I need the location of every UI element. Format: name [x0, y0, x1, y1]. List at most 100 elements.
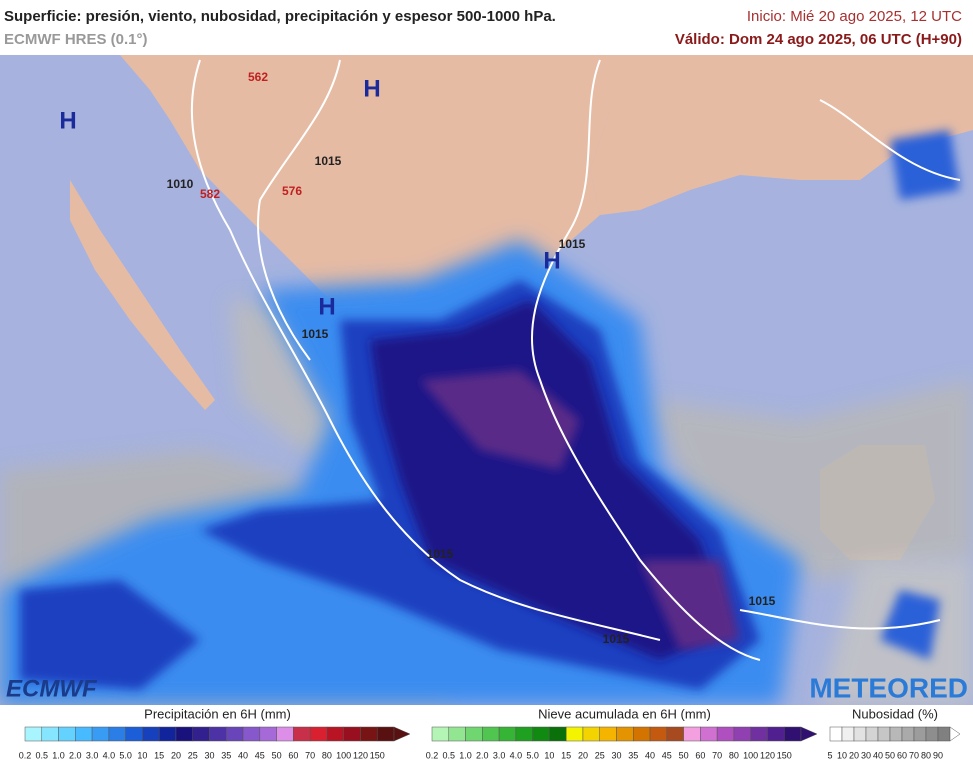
model: ECMWF HRES (0.1°)	[4, 31, 148, 48]
legend-label: 90	[933, 750, 943, 760]
meteored-logo: METEORED	[809, 672, 968, 703]
legend-label: 35	[221, 750, 231, 760]
contour-label: 562	[248, 70, 268, 84]
start-time: Inicio: Mié 20 ago 2025, 12 UTC	[747, 8, 962, 25]
legend-title: Nieve acumulada en 6H (mm)	[538, 706, 711, 721]
legend-swatch	[549, 726, 567, 742]
legend-swatch	[783, 726, 802, 742]
legend-label: 35	[628, 750, 638, 760]
legend-arrow	[800, 726, 818, 742]
legends: Precipitación en 6H (mm)0.2 0.5 1.0 2.0 3.0 4…	[19, 706, 961, 760]
legend-label: 10	[837, 750, 847, 760]
legend-swatch	[58, 726, 76, 742]
legend-swatch	[326, 726, 344, 742]
legend-swatch	[889, 726, 903, 742]
legend-label: 1.0	[52, 750, 65, 760]
legend-swatch	[259, 726, 277, 742]
legend-label: 70	[712, 750, 722, 760]
legend-label: 150	[370, 750, 385, 760]
contour-label: 1015	[315, 154, 342, 168]
legend-swatch	[877, 726, 891, 742]
precipitation	[0, 130, 960, 705]
legend-label: 1.0	[459, 750, 472, 760]
legend-swatch	[343, 726, 361, 742]
legend-label: 40	[645, 750, 655, 760]
legend-label: 80	[729, 750, 739, 760]
legend-swatch	[142, 726, 160, 742]
legend-label: 30	[611, 750, 621, 760]
legend-label: 0.2	[19, 750, 32, 760]
legend-swatch	[733, 726, 751, 742]
legend-swatch	[226, 726, 244, 742]
legend-swatch	[649, 726, 668, 742]
legend-swatch	[293, 726, 311, 742]
high-pressure: H	[59, 107, 76, 134]
legend-swatch	[482, 726, 500, 742]
legend-swatch	[242, 726, 261, 742]
legend-swatch	[515, 726, 533, 742]
legend-swatch	[582, 726, 600, 742]
legend-swatch	[175, 726, 193, 742]
contour-label: 1015	[603, 632, 630, 646]
legend-label: 25	[595, 750, 605, 760]
legend-label: 30	[861, 750, 871, 760]
legend-swatch	[829, 726, 843, 742]
legend-title: Nubosidad (%)	[852, 706, 938, 721]
legend-label: 60	[288, 750, 298, 760]
high-pressure: H	[318, 293, 335, 320]
legend-swatch	[192, 726, 210, 742]
legend-label: 100	[336, 750, 351, 760]
legend-swatch	[666, 726, 684, 742]
legend-swatch	[532, 726, 550, 742]
legend-label: 80	[322, 750, 332, 760]
legend-label: 15	[561, 750, 571, 760]
legend-label: 120	[353, 750, 368, 760]
legend-swatch	[937, 726, 951, 742]
high-pressure: H	[363, 75, 380, 102]
legend-label: 25	[188, 750, 198, 760]
legend-swatch	[901, 726, 915, 742]
legend-swatch	[716, 726, 735, 742]
high-pressure: H	[543, 247, 560, 274]
contour-label: 1015	[559, 237, 586, 251]
legend-swatch	[125, 726, 143, 742]
legend-swatch	[465, 726, 483, 742]
legend-swatch	[616, 726, 634, 742]
legend-swatch	[599, 726, 617, 742]
legend-label: 0.5	[443, 750, 456, 760]
legend-swatch	[448, 726, 466, 742]
legend-swatch	[75, 726, 93, 742]
legend-label: 5	[827, 750, 832, 760]
legend-label: 20	[578, 750, 588, 760]
legend-swatch	[565, 726, 584, 742]
legend-swatch	[767, 726, 785, 742]
legend-swatch	[309, 726, 328, 742]
legend-label: 60	[695, 750, 705, 760]
legend-swatch	[865, 726, 879, 742]
legend-label: 50	[272, 750, 282, 760]
legend-swatch	[925, 726, 939, 742]
legend-label: 3.0	[493, 750, 506, 760]
legend-label: 20	[171, 750, 181, 760]
legend-swatch	[853, 726, 867, 742]
legend-label: 80	[921, 750, 931, 760]
legend-label: 0.2	[426, 750, 439, 760]
baja	[70, 180, 215, 410]
contour-label: 1015	[302, 327, 329, 341]
legend-label: 150	[777, 750, 792, 760]
legend-label: 5.0	[526, 750, 539, 760]
isobars	[190, 59, 961, 661]
contour-label: 582	[200, 187, 220, 201]
legend-label: 5.0	[119, 750, 132, 760]
contour-label: 1015	[749, 594, 776, 608]
legend-swatch	[750, 726, 768, 742]
legend-label: 4.0	[103, 750, 116, 760]
legend-label: 45	[255, 750, 265, 760]
legend-label: 50	[885, 750, 895, 760]
legend-label: 30	[204, 750, 214, 760]
legend-arrow	[949, 726, 961, 742]
legend-label: 2.0	[69, 750, 82, 760]
